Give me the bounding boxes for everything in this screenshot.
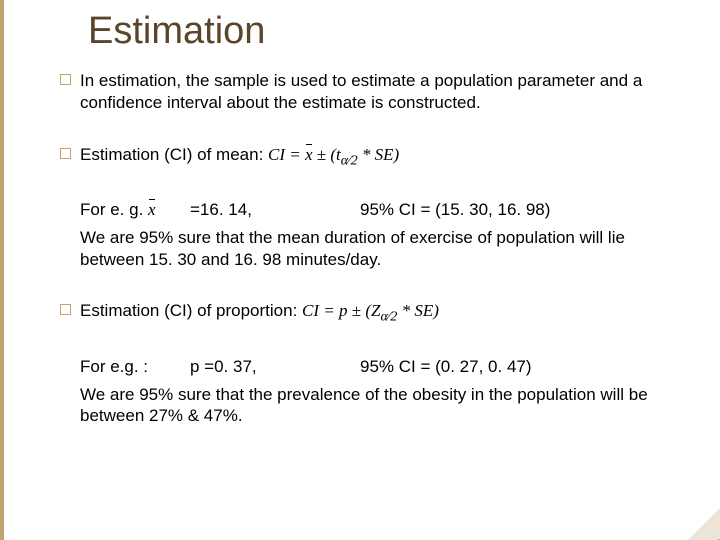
- accent-left-line: [0, 0, 4, 540]
- xbar-icon: x: [148, 199, 156, 221]
- eg-prop-value: p =0. 37,: [190, 356, 360, 378]
- formula-ci-prop: CI = p ± (Zα⁄2 * SE): [302, 301, 439, 320]
- para-ci-mean: Estimation (CI) of mean: CI = x ± (tα⁄2 …: [60, 144, 690, 170]
- slide-title: Estimation: [88, 10, 265, 53]
- bullet-icon: [60, 304, 71, 315]
- corner-fold-icon: [688, 508, 720, 540]
- para-intro: In estimation, the sample is used to est…: [60, 70, 690, 114]
- example-mean-row: For e. g. x =16. 14, 95% CI = (15. 30, 1…: [60, 199, 690, 221]
- example-prop-row: For e.g. : p =0. 37, 95% CI = (0. 27, 0.…: [60, 356, 690, 378]
- conclusion-mean: We are 95% sure that the mean duration o…: [60, 227, 690, 271]
- eg-prefix-prop: For e.g. :: [80, 356, 190, 378]
- eg-mean-ci: 95% CI = (15. 30, 16. 98): [360, 199, 690, 221]
- text-intro: In estimation, the sample is used to est…: [80, 71, 642, 112]
- eg-prop-ci: 95% CI = (0. 27, 0. 47): [360, 356, 690, 378]
- eg-prefix-mean: For e. g.: [80, 200, 143, 219]
- bullet-icon: [60, 74, 71, 85]
- para-ci-prop: Estimation (CI) of proportion: CI = p ± …: [60, 300, 690, 326]
- label-ci-prop: Estimation (CI) of proportion: [80, 301, 293, 320]
- slide: Estimation In estimation, the sample is …: [0, 0, 720, 540]
- bullet-icon: [60, 148, 71, 159]
- label-ci-mean: Estimation (CI) of mean: [80, 145, 259, 164]
- slide-body: In estimation, the sample is used to est…: [60, 70, 690, 433]
- conclusion-prop: We are 95% sure that the prevalence of t…: [60, 384, 690, 428]
- eg-mean-value: =16. 14,: [190, 199, 360, 221]
- formula-ci-mean: CI = x ± (tα⁄2 * SE): [268, 145, 399, 164]
